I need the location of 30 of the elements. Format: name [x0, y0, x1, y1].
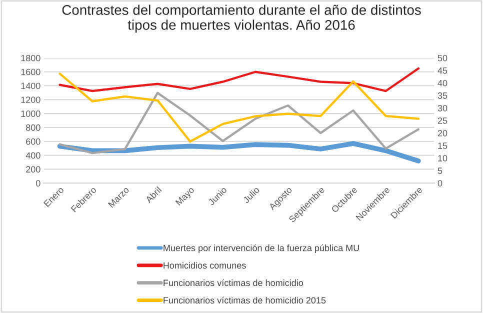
legend-label: Funcionarios víctimas de homicidio 2015 — [164, 296, 326, 304]
legend-label: Homicidios comunes — [164, 262, 246, 269]
x-tick-label: Julio — [242, 186, 260, 204]
y-tick-label: 1800 — [21, 54, 40, 62]
y2-tick-label: 40 — [438, 80, 448, 86]
y2-tick-label: 30 — [438, 104, 448, 112]
y2-tick-label: 45 — [438, 67, 448, 74]
y2-tick-label: 10 — [438, 155, 448, 162]
y2-tick-label: 5 — [438, 168, 442, 174]
y2-tick-label: 50 — [438, 54, 448, 62]
y-tick-label: 1000 — [21, 110, 40, 117]
y-tick-label: 1400 — [21, 82, 40, 90]
line-series — [58, 92, 420, 154]
legend-label: Funcionarios víctimas de homicidio — [164, 279, 304, 286]
legend-label: Muertes por intervención de la fuerza pública MU — [164, 244, 359, 253]
y2-tick-label: 25 — [438, 117, 448, 124]
y-tick-label: 200 — [26, 166, 40, 173]
y-tick-label: 600 — [26, 138, 40, 145]
y-tick-label: 1200 — [21, 96, 40, 103]
y-tick-label: 400 — [26, 152, 40, 159]
line-series — [58, 72, 420, 143]
y2-tick-label: 35 — [438, 92, 448, 99]
y-tick-label: 0 — [36, 180, 40, 186]
y-tick-label: 800 — [26, 124, 40, 131]
y-tick-label: 1600 — [21, 68, 40, 76]
chart-title: Contrastes del comportamiento durante el año de distintos tipos de muertes violentas. Año 2016 — [62, 4, 421, 33]
y2-tick-label: 15 — [438, 142, 448, 149]
y2-tick-label: 20 — [438, 130, 448, 136]
line-series — [58, 67, 420, 92]
y2-tick-label: 0 — [438, 180, 442, 186]
